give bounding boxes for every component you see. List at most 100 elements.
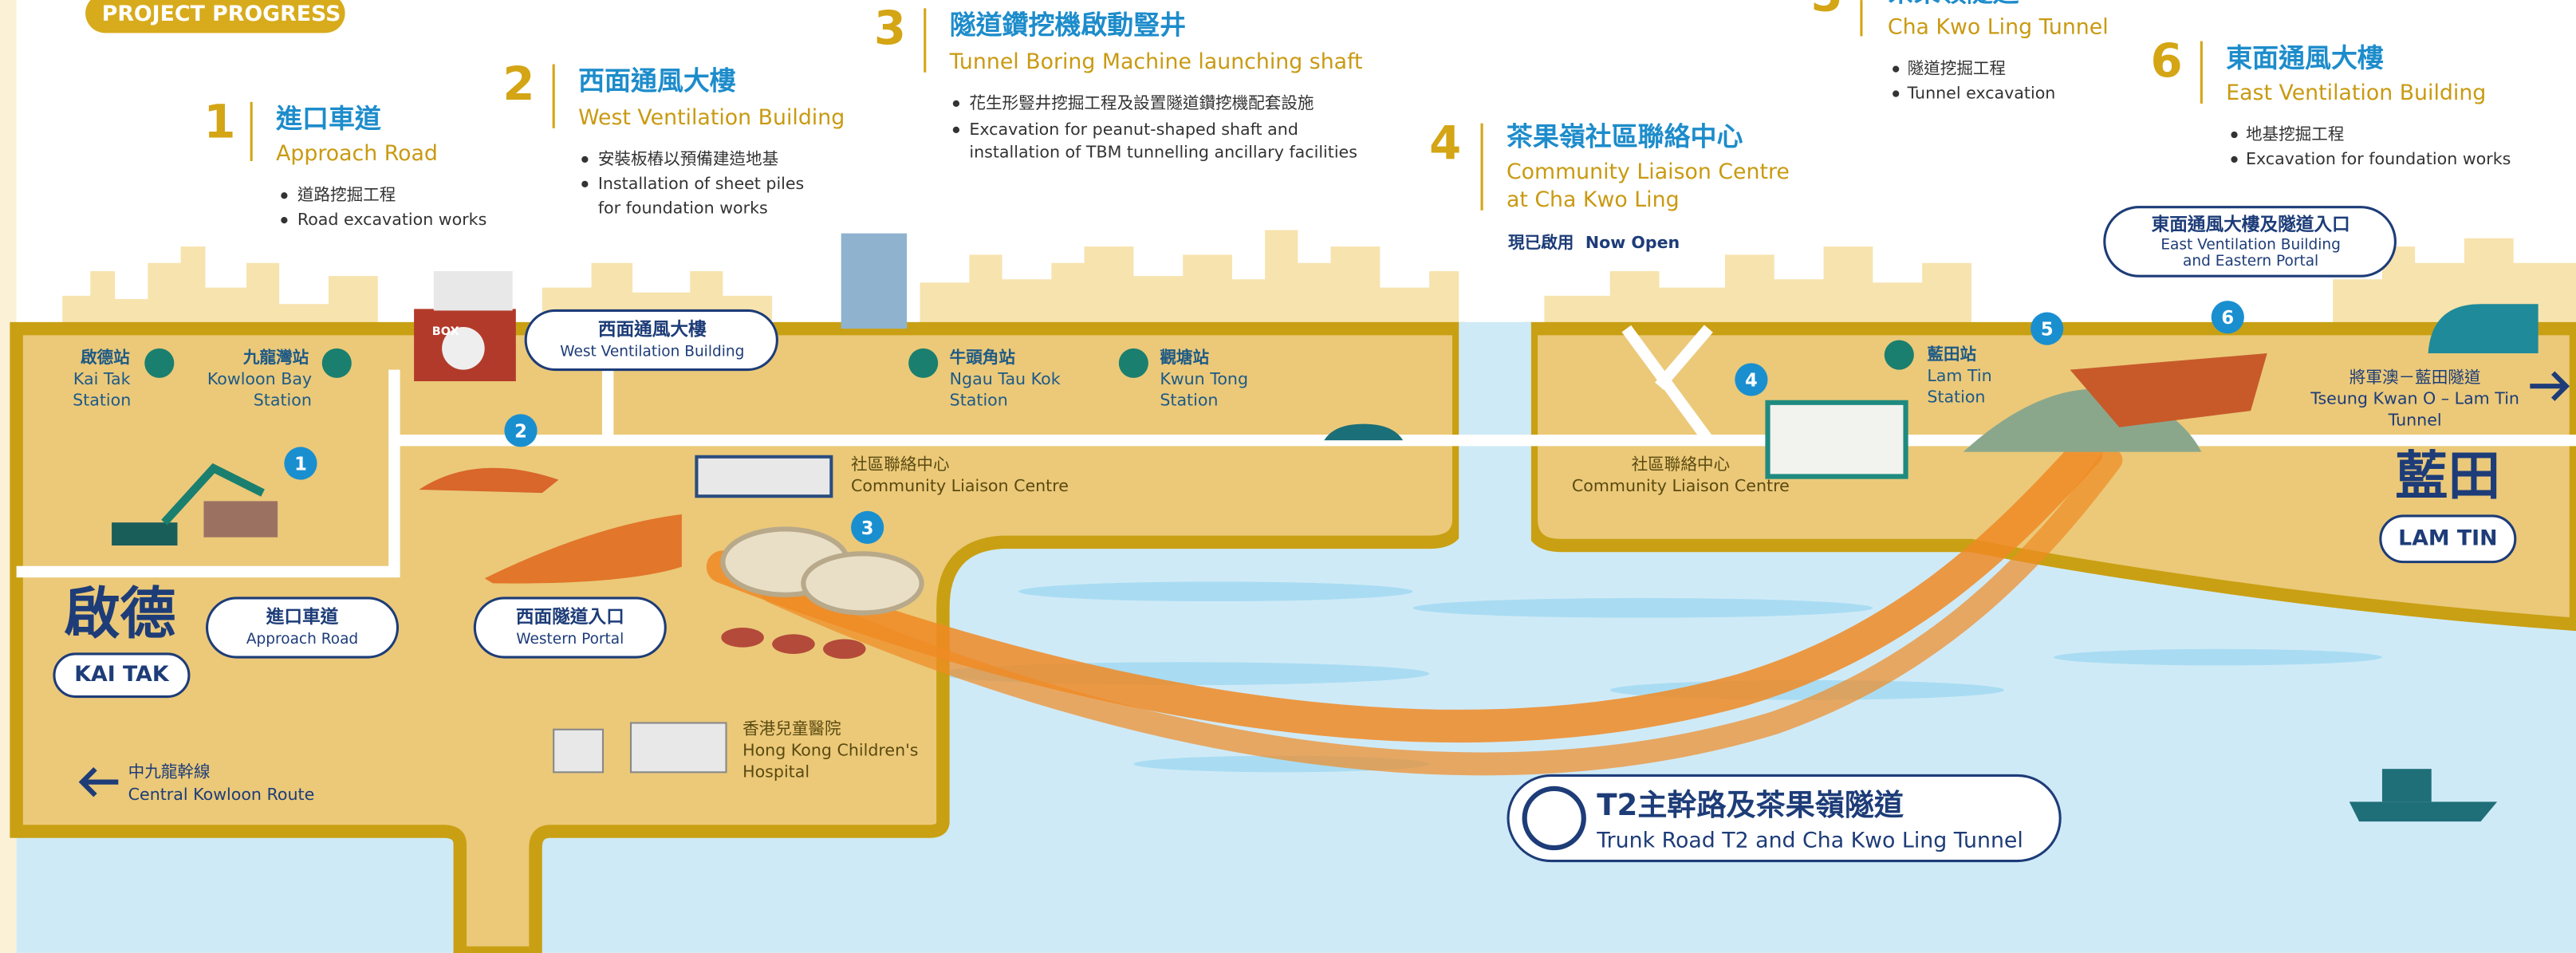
place-en: Tseung Kwan O – Lam Tin [2310,389,2519,408]
callout-zh: 西面通風大樓 [598,320,707,341]
status-en: Now Open [1585,233,1680,252]
tunnel [706,435,2123,776]
callout-zh: 西面隧道入口 [516,606,624,628]
place-zh: 中九龍幹線 [128,762,211,781]
bullet-dot [952,126,960,133]
section-title-zh: 隧道鑽挖機啟動豎井 [950,10,1186,41]
marker-number: 4 [1745,371,1758,392]
arrow [78,766,119,797]
bullet-text: 花生形豎井挖掘工程及設置隧道鑽挖機配套設施 [969,93,1314,112]
section-title-en: Cha Kwo Ling Tunnel [1888,15,2109,40]
callouts: 西面通風大樓 West Ventilation Building 進口車道 Ap… [206,206,2397,659]
bullet-text: 道路挖掘工程 [297,185,396,204]
callout-pill [473,597,667,659]
section-title-en: West Ventilation Building [578,105,845,130]
place-zh: 社區聯絡中心 [851,455,949,474]
section-title-zh: 西面通風大樓 [578,65,736,96]
place-en: Tunnel [2388,410,2442,429]
marker-circle [1735,363,1768,396]
bullet-text: installation of TBM tunnelling ancillary… [969,143,1357,162]
station-zh: 牛頭角站 [950,348,1016,367]
station-en: Station [73,391,131,410]
station-en: Station [254,391,312,410]
station-en: Lam Tin [1927,366,1991,385]
bullet-text: 隧道挖掘工程 [1908,59,2006,78]
bullet-dot [581,156,589,163]
section-title-en: Approach Road [276,141,438,166]
section-title-zh: 進口車道 [275,103,382,134]
building-sign: BOX [432,325,459,338]
bullet-dot [2231,156,2238,163]
section-number: 2 [502,57,534,111]
district-zh: 啟德 [64,581,175,647]
bullet-text: Excavation for peanut-shaped shaft and [969,120,1298,139]
place-en: Community Liaison Centre [851,476,1069,495]
project-zh: T2主幹路及茶果嶺隧道 [1597,788,1904,822]
place-zh: 將軍澳－藍田隧道 [2350,368,2481,387]
section-title-zh: 茶果嶺社區聯絡中心 [1507,121,1743,152]
roads [16,325,2576,578]
mtr-icon [321,348,352,378]
markers: 1 2 3 4 5 6 [284,301,2244,544]
section: 5 茶果嶺隧道 Cha Kwo Ling Tunnel 隧道挖掘工程 Tunne… [1810,0,2109,103]
bullet-text: Tunnel excavation [1907,84,2056,103]
illustrations: BOX [112,233,2539,822]
place-en: Central Kowloon Route [128,785,315,804]
place-zh: 香港兒童醫院 [742,719,841,738]
bullet-text: 地基挖掘工程 [2246,124,2344,144]
section-number: 4 [1429,116,1461,170]
mtr-icon [908,348,939,378]
marker-circle [851,510,884,544]
station-en: Ngau Tau Kok [950,369,1061,388]
callout-zh: 進口車道 [266,606,339,628]
bullet-text: for foundation works [598,199,768,218]
section-title-en: at Cha Kwo Ling [1507,187,1680,212]
station-zh: 啟德站 [81,348,130,367]
bullet-text: Installation of sheet piles [598,174,804,193]
district-pill [53,652,191,699]
bullet-text: 安裝板樁以預備建造地基 [598,149,778,168]
place-en: Community Liaison Centre [1572,476,1790,495]
callout-en: and Eastern Portal [2183,253,2318,270]
section-title-en: East Ventilation Building [2226,81,2486,105]
section: 1 進口車道 Approach Road 道路挖掘工程 Road excavat… [203,94,486,229]
bullet-dot [1893,65,1900,73]
header-label: PROJECT PROGRESS [102,2,341,26]
section-title-en: Tunnel Boring Machine launching shaft [949,49,1363,74]
marker-circle [2211,301,2244,334]
section-number: 6 [2150,33,2182,88]
bullet-text: Road excavation works [297,210,486,229]
district-en: LAM TIN [2398,526,2497,550]
station-en: Kowloon Bay [207,369,312,388]
district-zh: 藍田 [2395,446,2500,507]
places: 社區聯絡中心 Community Liaison Centre 社區聯絡中心 C… [78,368,2570,804]
station-zh: 觀塘站 [1160,348,1209,367]
marker-circle [504,414,538,447]
mtr-icon [1118,348,1148,378]
station-zh: 九龍灣站 [242,348,309,367]
marker-number: 1 [294,455,307,475]
callout-zh: 東面通風大樓及隧道入口 [2152,214,2350,235]
section-number: 1 [203,94,235,148]
section-title-en: Community Liaison Centre [1507,159,1790,184]
section: 4 茶果嶺社區聯絡中心 Community Liaison Centre at … [1429,116,1790,252]
districts: 啟德 KAI TAK 藍田 LAM TIN [53,446,2517,699]
callout-pill [206,597,400,659]
callout-pill [524,309,778,372]
section-number: 3 [874,1,906,55]
district-en: KAI TAK [74,662,170,687]
stations: 啟德站 Kai Tak Station 九龍灣站 Kowloon Bay Sta… [73,340,1992,410]
callout-en: West Ventilation Building [560,343,744,360]
marker-number: 2 [514,421,527,442]
place-en: Hospital [742,762,809,781]
section: 3 隧道鑽挖機啟動豎井 Tunnel Boring Machine launch… [874,1,1363,162]
marker-number: 3 [861,518,874,539]
project-badge: T2主幹路及茶果嶺隧道 Trunk Road T2 and Cha Kwo Li… [1507,774,2062,863]
skyline [62,230,2576,329]
callout-en: Approach Road [246,631,358,648]
bullet-text: Excavation for foundation works [2246,149,2511,168]
station-en: Station [1927,388,1985,407]
marker-circle [2030,312,2064,345]
bullet-dot [281,217,288,224]
